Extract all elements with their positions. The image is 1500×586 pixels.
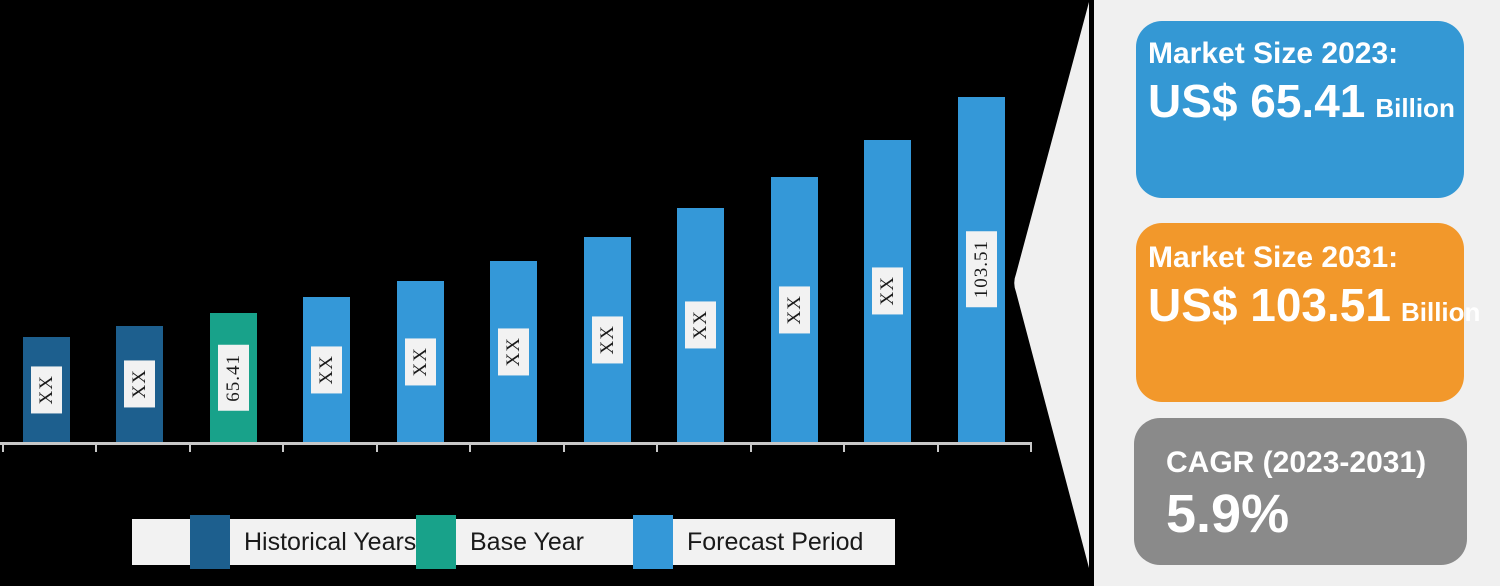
bar-8-forecast: XX [677,208,724,442]
bar-value-label: XX [872,267,903,315]
bar-4-forecast: XX [303,297,350,442]
axis-tick [1030,442,1032,452]
axis-tick [937,442,939,452]
bar-11-forecast: 103.51 [958,97,1005,442]
legend-item-forecast-period: Forecast Period [633,515,863,569]
bar-5-forecast: XX [397,281,444,442]
bar-value-label: XX [311,345,342,394]
bar-6-forecast: XX [490,261,537,442]
market-size-2023-card: Market Size 2023: US$ 65.41 Billion [1136,21,1464,198]
legend-label: Historical Years [244,527,417,556]
chevron-left-shape [1014,2,1089,568]
stats-panel: Market Size 2023: US$ 65.41 Billion Mark… [1094,0,1500,586]
bar-value-label: XX [779,285,810,334]
bar-value-label: 65.41 [218,344,249,411]
axis-tick [282,442,284,452]
plot-area: XX XX 65.41 XX XX XX XX XX XX XX 103.51 [0,97,1032,452]
bar-value-label: XX [685,301,716,349]
bar-value-label: XX [592,315,623,364]
bar-2-historical: XX [116,326,163,442]
bar-10-forecast: XX [864,140,911,442]
forecast-period-swatch [633,515,673,569]
bar-value-label: XX [498,327,529,376]
legend-item-historical-years: Historical Years [190,515,416,569]
legend-label: Forecast Period [687,527,864,556]
x-axis-line [0,442,1031,445]
card-title: CAGR (2023-2031) [1166,446,1427,479]
legend: Historical Years Base Year Forecast Peri… [132,515,895,569]
card-value: US$ 65.41 [1148,74,1366,127]
bar-value-label: XX [405,337,436,386]
axis-tick [563,442,565,452]
card-title: Market Size 2031: [1148,241,1399,274]
axis-tick [750,442,752,452]
legend-item-base-year: Base Year [416,515,584,569]
axis-tick [843,442,845,452]
bar-value-label: XX [31,365,62,414]
card-title: Market Size 2023: [1148,37,1399,70]
cagr-card: CAGR (2023-2031) 5.9% [1134,418,1467,565]
bar-value-label: XX [124,360,155,408]
historical-years-swatch [190,515,230,569]
axis-tick [2,442,4,452]
card-value: 5.9% [1166,483,1290,544]
bar-9-forecast: XX [771,177,818,442]
axis-tick [189,442,191,452]
axis-tick [376,442,378,452]
card-value: US$ 103.51 [1148,278,1391,331]
axis-tick [469,442,471,452]
base-year-swatch [416,515,456,569]
legend-label: Base Year [470,527,584,556]
axis-tick [656,442,658,452]
bar-1-historical: XX [23,337,70,442]
card-unit: Billion [1400,296,1481,327]
market-size-2031-card: Market Size 2031: US$ 103.51 Billion [1136,223,1480,402]
card-unit: Billion [1375,92,1455,123]
bar-3-base: 65.41 [210,313,257,442]
bar-7-forecast: XX [584,237,631,442]
bar-value-label: 103.51 [966,231,997,308]
axis-tick [95,442,97,452]
